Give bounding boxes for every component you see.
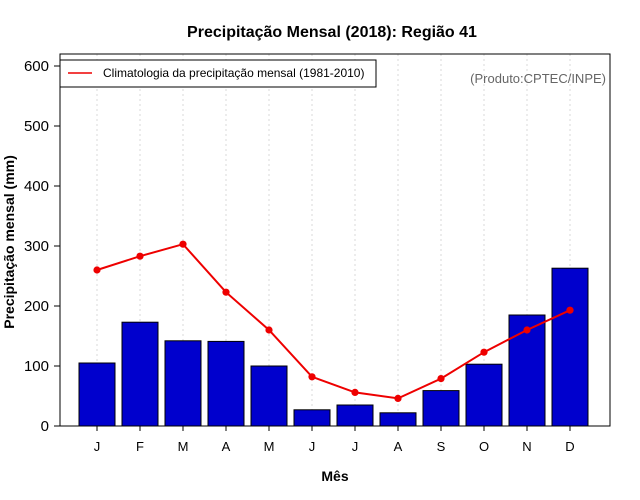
legend-box — [59, 59, 377, 88]
legend: Climatologia da precipitação mensal (198… — [59, 59, 377, 88]
climatology-point — [351, 388, 359, 396]
y-tick-label: 600 — [24, 58, 49, 75]
bar — [164, 340, 202, 427]
bar — [121, 321, 159, 427]
x-tick-label: O — [479, 439, 489, 454]
climatology-line-series — [93, 240, 574, 402]
climatology-point — [523, 326, 531, 334]
climatology-point — [179, 240, 187, 248]
y-tick-label: 0 — [41, 418, 49, 435]
plot-frame — [59, 53, 611, 427]
bar — [336, 404, 374, 427]
bar — [78, 362, 116, 427]
x-tick-label: M — [264, 439, 275, 454]
x-tick-label: A — [222, 439, 231, 454]
y-axis: 0 100 200 300 400 500 600 — [24, 58, 60, 435]
climatology-point — [480, 348, 488, 356]
climatology-point — [394, 394, 402, 402]
bar — [379, 412, 417, 427]
chart-title: Precipitação Mensal (2018): Região 41 — [187, 24, 477, 41]
x-tick-label: J — [309, 439, 316, 454]
climatology-point — [93, 266, 101, 274]
x-tick-label: M — [178, 439, 189, 454]
climatology-point — [136, 252, 144, 260]
source-annotation: (Produto:CPTEC/INPE) — [470, 71, 606, 86]
x-tick-label: F — [136, 439, 144, 454]
climatology-point — [265, 326, 273, 334]
bar-series — [78, 267, 589, 427]
x-tick-label: S — [437, 439, 446, 454]
climatology-point — [308, 373, 316, 381]
bar — [551, 267, 589, 427]
bar — [465, 363, 503, 427]
legend-entry-label: Climatologia da precipitação mensal (198… — [103, 66, 364, 80]
bar — [250, 365, 288, 427]
climatology-line — [96, 243, 571, 400]
x-tick-label: J — [352, 439, 359, 454]
climatology-point — [566, 306, 574, 314]
climatology-point — [437, 375, 445, 383]
y-tick-label: 300 — [24, 238, 49, 255]
bar — [207, 340, 245, 427]
x-tick-label: N — [522, 439, 531, 454]
climatology-point — [222, 288, 230, 296]
bar — [293, 409, 331, 427]
x-axis-label: Mês — [321, 468, 348, 484]
y-tick-label: 100 — [24, 358, 49, 375]
x-tick-label: D — [565, 439, 574, 454]
y-tick-label: 400 — [24, 178, 49, 195]
x-tick-label: J — [94, 439, 101, 454]
x-tick-label: A — [394, 439, 403, 454]
y-tick-label: 200 — [24, 298, 49, 315]
y-tick-label: 500 — [24, 118, 49, 135]
bar — [422, 390, 460, 427]
y-axis-label: Precipitação mensal (mm) — [1, 155, 17, 329]
